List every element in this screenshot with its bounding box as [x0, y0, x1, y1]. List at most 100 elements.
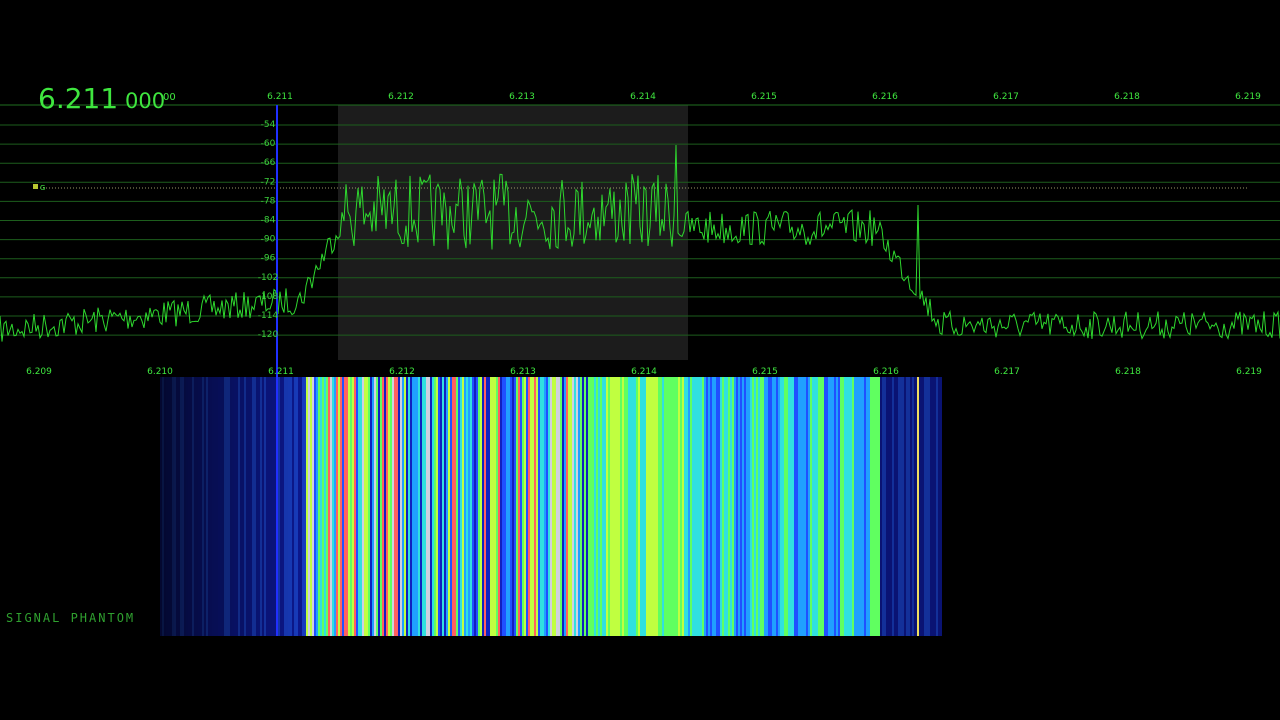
- waterfall-column: [382, 377, 384, 636]
- waterfall-column: [182, 377, 184, 636]
- waterfall-column: [568, 377, 570, 636]
- waterfall-column: [884, 377, 886, 636]
- waterfall-column: [822, 377, 824, 636]
- waterfall-column: [400, 377, 402, 636]
- level-label: -96: [261, 254, 276, 264]
- waterfall-column: [384, 377, 386, 636]
- waterfall-column: [812, 377, 814, 636]
- waterfall-column: [344, 377, 346, 636]
- waterfall-column: [888, 377, 890, 636]
- waterfall-column: [940, 377, 942, 636]
- waterfall-column: [746, 377, 748, 636]
- waterfall-column: [650, 377, 652, 636]
- waterfall-column: [590, 377, 592, 636]
- waterfall-column: [454, 377, 456, 636]
- waterfall-column: [550, 377, 552, 636]
- waterfall-column: [466, 377, 468, 636]
- waterfall-column: [498, 377, 500, 636]
- waterfall-column: [188, 377, 190, 636]
- waterfall-column: [646, 377, 648, 636]
- waterfall-column: [264, 377, 266, 636]
- waterfall-column: [618, 377, 620, 636]
- waterfall-column: [900, 377, 902, 636]
- waterfall-column: [388, 377, 390, 636]
- waterfall-column: [518, 377, 520, 636]
- waterfall-column: [862, 377, 864, 636]
- waterfall-column: [868, 377, 870, 636]
- waterfall-column: [366, 377, 368, 636]
- waterfall-column: [784, 377, 786, 636]
- waterfall-column: [228, 377, 230, 636]
- waterfall-column: [804, 377, 806, 636]
- waterfall-column: [866, 377, 868, 636]
- waterfall-column: [594, 377, 596, 636]
- waterfall-column: [584, 377, 586, 636]
- waterfall-column: [864, 377, 866, 636]
- waterfall-column: [882, 377, 884, 636]
- waterfall-column: [706, 377, 708, 636]
- waterfall-column: [636, 377, 638, 636]
- waterfall-column: [602, 377, 604, 636]
- waterfall-column: [352, 377, 354, 636]
- waterfall-column: [250, 377, 252, 636]
- waterfall-column: [214, 377, 216, 636]
- waterfall-column: [420, 377, 422, 636]
- waterfall-column: [654, 377, 656, 636]
- waterfall-column: [554, 377, 556, 636]
- waterfall-column: [840, 377, 842, 636]
- waterfall-column: [246, 377, 248, 636]
- waterfall-column: [462, 377, 464, 636]
- waterfall-column: [824, 377, 826, 636]
- waterfall-column: [582, 377, 584, 636]
- waterfall-column: [930, 377, 932, 636]
- level-label: -90: [261, 235, 276, 245]
- waterfall-column: [350, 377, 352, 636]
- waterfall-column: [262, 377, 264, 636]
- waterfall-column: [764, 377, 766, 636]
- waterfall-column: [558, 377, 560, 636]
- waterfall-column: [548, 377, 550, 636]
- waterfall-column: [542, 377, 544, 636]
- bottom-scale-label: 6.215: [752, 367, 778, 377]
- frequency-sub: 000: [125, 89, 165, 113]
- squelch-handle[interactable]: [33, 184, 38, 189]
- waterfall-column: [356, 377, 358, 636]
- waterfall-column: [470, 377, 472, 636]
- waterfall-column: [644, 377, 646, 636]
- waterfall-column: [914, 377, 916, 636]
- waterfall-column: [562, 377, 564, 636]
- bottom-scale-label: 6.217: [994, 367, 1020, 377]
- waterfall-column: [692, 377, 694, 636]
- squelch-label: G: [40, 184, 45, 192]
- waterfall-column: [870, 377, 872, 636]
- waterfall-column: [260, 377, 262, 636]
- waterfall-column: [556, 377, 558, 636]
- waterfall-column: [254, 377, 256, 636]
- waterfall-column: [826, 377, 828, 636]
- waterfall-column: [660, 377, 662, 636]
- waterfall-column: [544, 377, 546, 636]
- waterfall-column: [386, 377, 388, 636]
- waterfall-column: [184, 377, 186, 636]
- waterfall-column: [596, 377, 598, 636]
- waterfall-column: [198, 377, 200, 636]
- waterfall-column: [230, 377, 232, 636]
- waterfall-column: [532, 377, 534, 636]
- waterfall-column: [730, 377, 732, 636]
- waterfall-column: [268, 377, 270, 636]
- waterfall-column: [218, 377, 220, 636]
- waterfall-column: [294, 377, 296, 636]
- waterfall-column: [422, 377, 424, 636]
- bottom-scale-label: 6.209: [26, 367, 52, 377]
- waterfall-column: [324, 377, 326, 636]
- waterfall-column: [890, 377, 892, 636]
- waterfall-column: [314, 377, 316, 636]
- waterfall-column: [834, 377, 836, 636]
- bottom-scale-label: 6.216: [873, 367, 899, 377]
- waterfall-column: [720, 377, 722, 636]
- waterfall-column: [836, 377, 838, 636]
- waterfall-column: [338, 377, 340, 636]
- waterfall-column: [600, 377, 602, 636]
- waterfall-column: [674, 377, 676, 636]
- waterfall-column: [514, 377, 516, 636]
